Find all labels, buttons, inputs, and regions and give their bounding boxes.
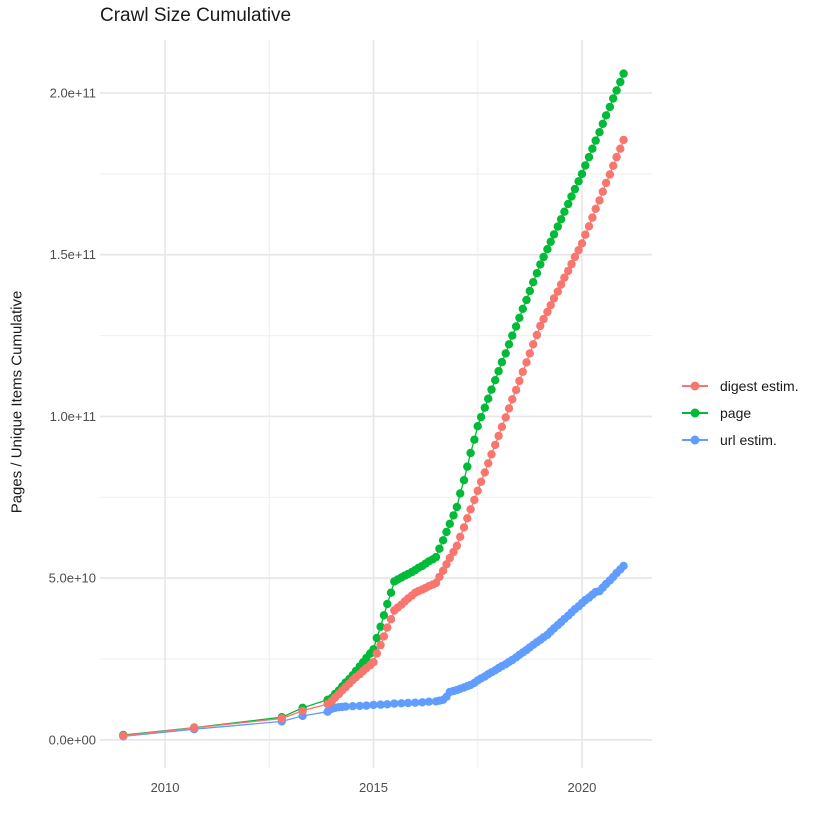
svg-text:2015: 2015: [359, 780, 388, 795]
legend-key-digest-line-dot-icon: [682, 381, 708, 391]
legend-item-page: page: [682, 405, 799, 421]
legend-key-url-line-dot-icon: [682, 435, 708, 445]
legend-label-url: url estim.: [720, 432, 777, 448]
y-axis-title: Pages / Unique Items Cumulative: [8, 290, 26, 514]
chart-title: Crawl Size Cumulative: [100, 5, 292, 26]
svg-text:2010: 2010: [151, 780, 180, 795]
legend-item-digest-estim: digest estim.: [682, 378, 799, 394]
svg-text:1.0e+11: 1.0e+11: [50, 409, 96, 424]
legend-label-page: page: [720, 405, 752, 421]
legend-label-digest: digest estim.: [720, 378, 799, 394]
legend-key-page-line-dot-icon: [682, 408, 708, 418]
svg-text:2.0e+11: 2.0e+11: [50, 86, 96, 101]
svg-text:5.0e+10: 5.0e+10: [49, 571, 96, 586]
svg-text:0.0e+00: 0.0e+00: [49, 732, 96, 747]
legend: digest estim. page url estim.: [682, 378, 799, 448]
svg-text:2020: 2020: [567, 780, 596, 795]
svg-text:1.5e+11: 1.5e+11: [50, 247, 96, 262]
legend-item-url-estim: url estim.: [682, 432, 799, 448]
